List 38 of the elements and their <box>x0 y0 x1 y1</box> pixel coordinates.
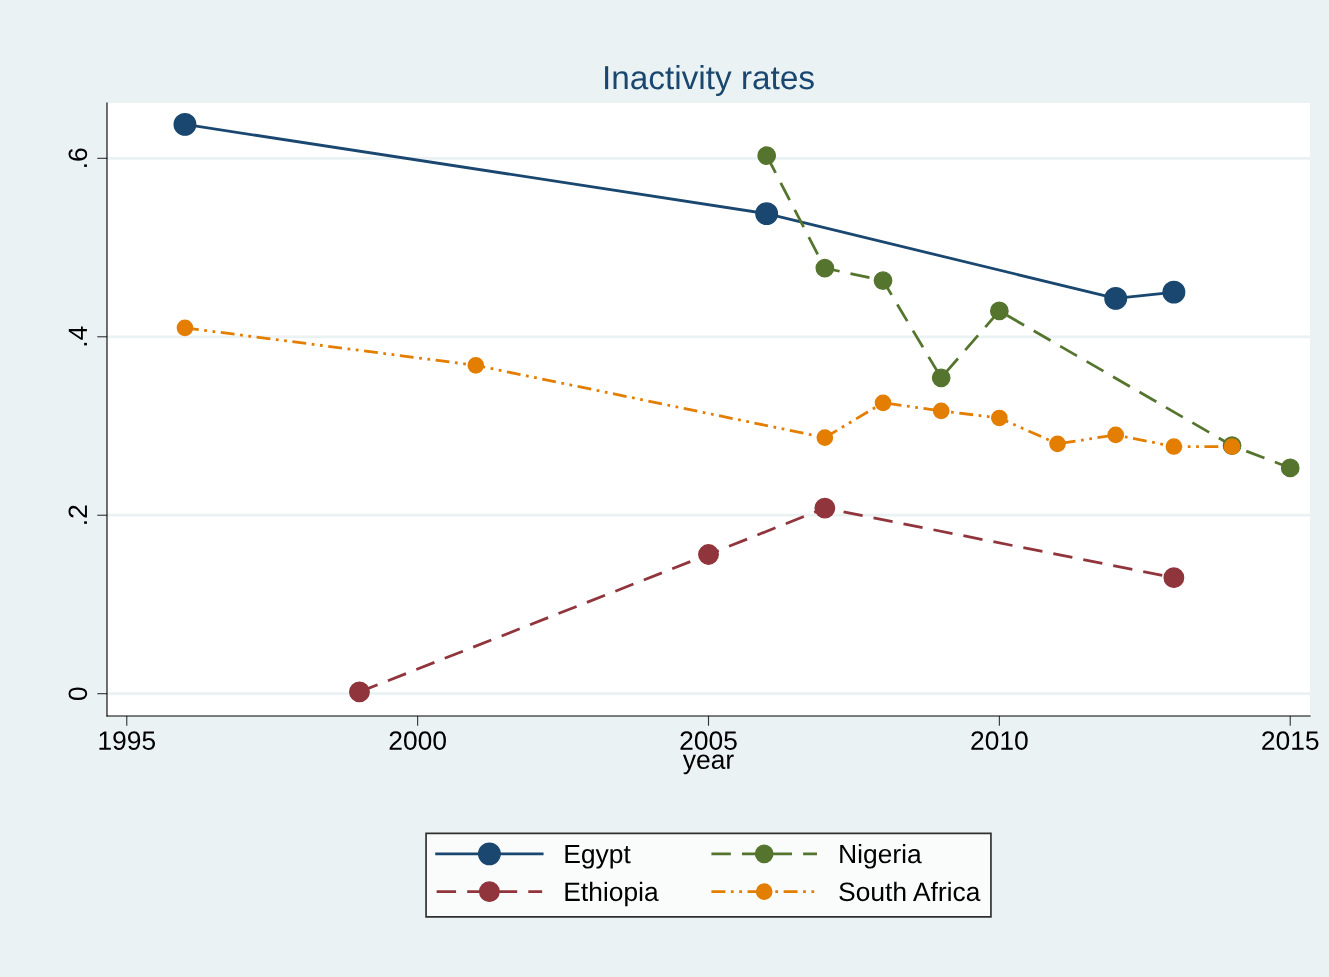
point <box>176 319 194 337</box>
point <box>932 402 950 420</box>
point <box>1104 286 1128 310</box>
point <box>873 271 893 290</box>
point <box>1165 438 1183 455</box>
legend-label: Nigeria <box>840 843 922 869</box>
x-tick-label: 2015 <box>1262 731 1319 750</box>
point <box>1280 458 1300 478</box>
point <box>757 146 777 166</box>
x-tick-label: 2010 <box>971 731 1028 750</box>
x-tick-label: 2005 <box>680 731 737 750</box>
x-tick-label: 2000 <box>389 731 446 750</box>
chart-title: Inactivity rates <box>605 64 814 97</box>
point <box>815 258 835 278</box>
point <box>755 202 779 226</box>
point <box>1107 426 1125 444</box>
legend-label: Egypt <box>565 844 631 869</box>
legend-label: South Africa <box>839 881 981 902</box>
legend-label: Ethiopia <box>565 881 659 907</box>
point <box>349 681 370 703</box>
point <box>816 429 834 446</box>
point <box>931 368 951 388</box>
point <box>1162 280 1186 304</box>
y-tick-label: .4 <box>68 326 87 346</box>
point <box>874 394 892 412</box>
y-tick-label: .6 <box>68 148 88 167</box>
point <box>814 497 836 519</box>
x-axis-title: year <box>682 754 734 775</box>
point <box>991 409 1008 427</box>
point <box>1163 567 1185 589</box>
x-tick-label: 1995 <box>99 731 156 750</box>
y-tick-label: .2 <box>68 505 87 524</box>
y-tick-label: 0 <box>68 687 88 700</box>
point <box>1049 435 1066 453</box>
point <box>467 356 485 374</box>
point <box>698 544 719 565</box>
point <box>989 301 1009 321</box>
point <box>173 112 197 136</box>
